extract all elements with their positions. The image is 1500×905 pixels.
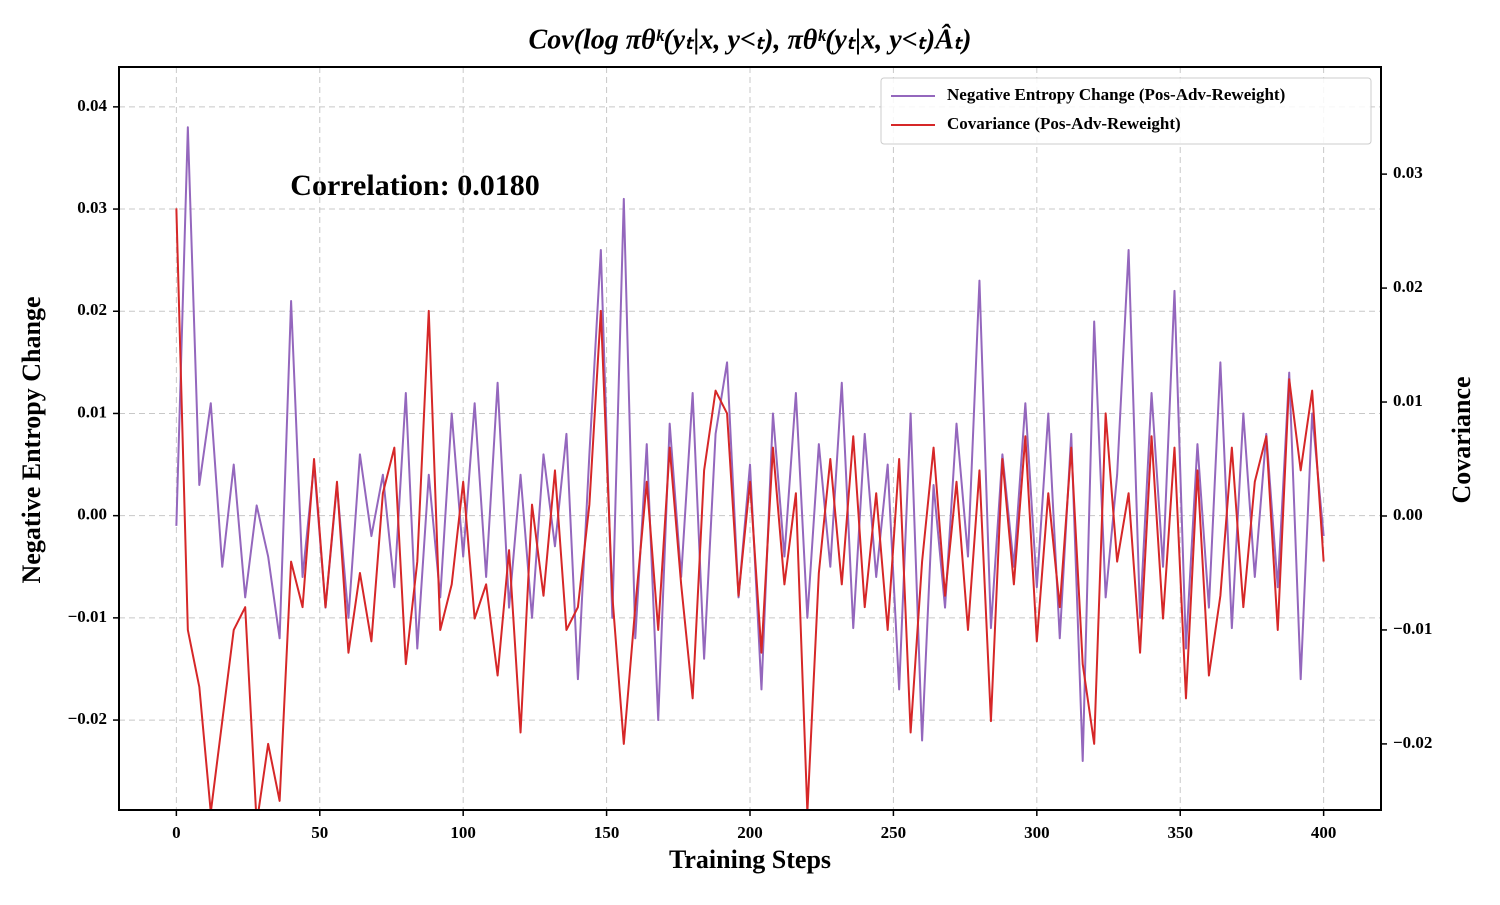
y2-tick-label: 0.02 <box>1393 277 1423 296</box>
x-axis-label: Training Steps <box>669 845 831 874</box>
y2-tick-label: −0.02 <box>1393 733 1432 752</box>
x-tick-label: 200 <box>737 823 763 842</box>
series-line <box>175 208 1325 810</box>
legend-label: Negative Entropy Change (Pos-Adv-Reweigh… <box>947 85 1285 104</box>
x-tick-label: 350 <box>1167 823 1193 842</box>
legend-label: Covariance (Pos-Adv-Reweight) <box>947 114 1181 133</box>
x-tick-label: 150 <box>594 823 620 842</box>
series-line <box>175 126 1325 762</box>
x-tick-label: 100 <box>450 823 476 842</box>
y2-axis-label: Covariance <box>1447 376 1476 503</box>
y-tick-label: 0.00 <box>77 505 107 524</box>
x-tick-label: 0 <box>172 823 181 842</box>
y-axis-label: Negative Entropy Change <box>17 297 46 584</box>
x-tick-label: 50 <box>311 823 328 842</box>
y-tick-label: 0.02 <box>77 300 107 319</box>
y-tick-label: 0.04 <box>77 96 107 115</box>
y2-tick-label: 0.00 <box>1393 505 1423 524</box>
y2-tick-label: −0.01 <box>1393 619 1432 638</box>
plot-frame <box>118 66 1382 811</box>
y-tick-label: 0.03 <box>77 198 107 217</box>
x-tick-label: 250 <box>881 823 907 842</box>
legend-box <box>880 77 1372 145</box>
y2-tick-label: 0.03 <box>1393 163 1423 182</box>
y-tick-label: −0.02 <box>68 709 107 728</box>
y-tick-label: −0.01 <box>68 607 107 626</box>
y2-tick-label: 0.01 <box>1393 391 1423 410</box>
annotation: Correlation: 0.0180 <box>290 169 539 202</box>
x-tick-label: 300 <box>1024 823 1050 842</box>
x-tick-label: 400 <box>1311 823 1337 842</box>
y-tick-label: 0.01 <box>77 402 107 421</box>
plot-area <box>175 126 1325 810</box>
chart-title: Cov(log πθᵏ(yₜ|x, y<ₜ), πθᵏ(yₜ|x, y<ₜ)Âₜ… <box>529 24 972 55</box>
